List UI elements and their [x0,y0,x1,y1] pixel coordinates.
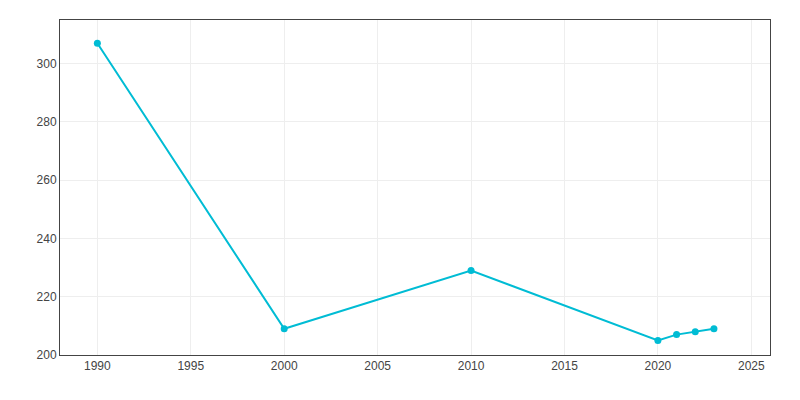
svg-text:240: 240 [37,232,57,246]
svg-text:2000: 2000 [271,359,298,373]
svg-text:1995: 1995 [177,359,204,373]
svg-text:2025: 2025 [738,359,765,373]
svg-text:2015: 2015 [551,359,578,373]
svg-text:260: 260 [37,173,57,187]
svg-text:2010: 2010 [458,359,485,373]
svg-text:300: 300 [37,57,57,71]
svg-text:200: 200 [37,348,57,362]
svg-text:280: 280 [37,115,57,129]
svg-text:1990: 1990 [84,359,111,373]
svg-text:220: 220 [37,290,57,304]
svg-text:2020: 2020 [645,359,672,373]
svg-text:2005: 2005 [364,359,391,373]
